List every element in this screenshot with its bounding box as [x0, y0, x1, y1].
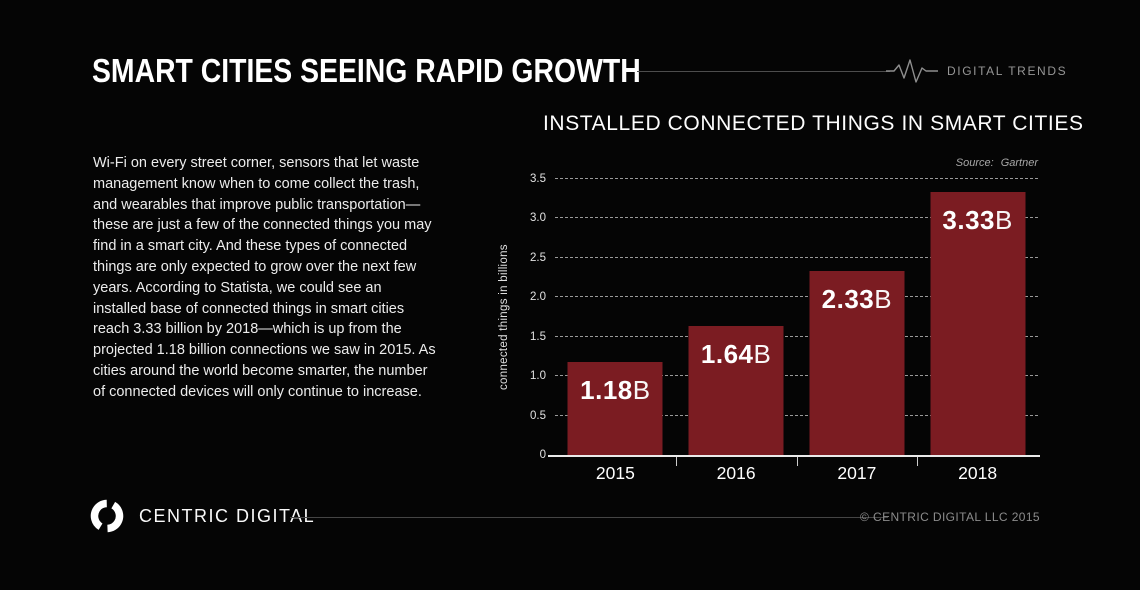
header-divider-line [637, 71, 890, 72]
x-axis-tick-label: 2018 [958, 463, 998, 483]
footer-divider-line [290, 517, 888, 518]
centric-circle-arrows-icon [88, 497, 126, 540]
x-axis-line [548, 455, 1040, 457]
source-value: Gartner [1000, 157, 1038, 169]
x-axis-tick-label: 2017 [837, 463, 877, 483]
bar-value-label: 1.64B [700, 338, 772, 369]
gridline [555, 217, 1038, 219]
bar-value-label: 1.18B [580, 374, 651, 405]
brand-label: DIGITAL TRENDS [947, 64, 1068, 78]
chart-source: Source: Gartner [545, 157, 1038, 169]
bar-slot: 1.64B 2016 [676, 179, 797, 483]
y-axis-tick-label: 3.0 [530, 212, 546, 225]
bar-2018: 3.33B [930, 192, 1026, 455]
gridline [555, 375, 1038, 377]
chart-title: INSTALLED CONNECTED THINGS IN SMART CITI… [543, 112, 1084, 135]
bar-value-label: 3.33B [942, 205, 1013, 236]
y-axis-tick-label: 3.5 [530, 173, 546, 185]
intro-paragraph: Wi-Fi on every street corner, sensors th… [93, 155, 436, 400]
bar-value-label: 2.33B [821, 284, 893, 315]
footer-copyright: © CENTRIC DIGITAL LLC 2015 [860, 510, 1040, 524]
page-title: SMART CITIES SEEING RAPID GROWTH [92, 52, 641, 89]
gridline [555, 296, 1038, 298]
gridline [555, 414, 1038, 416]
y-axis-tick-label: 0 [539, 449, 546, 461]
pulse-wave-icon [886, 57, 938, 90]
x-axis-tick-label: 2016 [716, 463, 756, 483]
y-axis-tick-label: 1.0 [530, 370, 546, 383]
bar-chart-plot-area: connected things in billions 0 0.5 1.0 1.5 2… [498, 173, 1040, 483]
y-axis-tick-label: 1.5 [530, 330, 546, 343]
footer-logo-text: CENTRIC DIGITAL [139, 506, 316, 526]
bar-slot: 2.33B 2017 [797, 179, 918, 483]
bar-slot: 3.33B 2018 [917, 179, 1038, 483]
bar-2016: 1.64B [688, 325, 784, 455]
source-label: Source: [955, 157, 994, 169]
bar-slot: 1.18B 2015 [555, 179, 676, 483]
x-axis-tick-mark [796, 457, 798, 466]
bar-2015: 1.18B [567, 361, 663, 455]
y-axis-tick-label: 2.0 [530, 291, 546, 304]
x-axis-tick-mark [675, 457, 677, 466]
x-axis-tick-label: 2015 [595, 463, 635, 483]
bar-2017: 2.33B [809, 271, 905, 455]
x-axis-tick-mark [917, 457, 919, 466]
gridline [555, 178, 1038, 179]
y-axis-tick-label: 0.5 [530, 409, 546, 422]
gridline [555, 256, 1038, 258]
y-axis-tick-label: 2.5 [530, 251, 546, 264]
gridline [555, 335, 1038, 337]
